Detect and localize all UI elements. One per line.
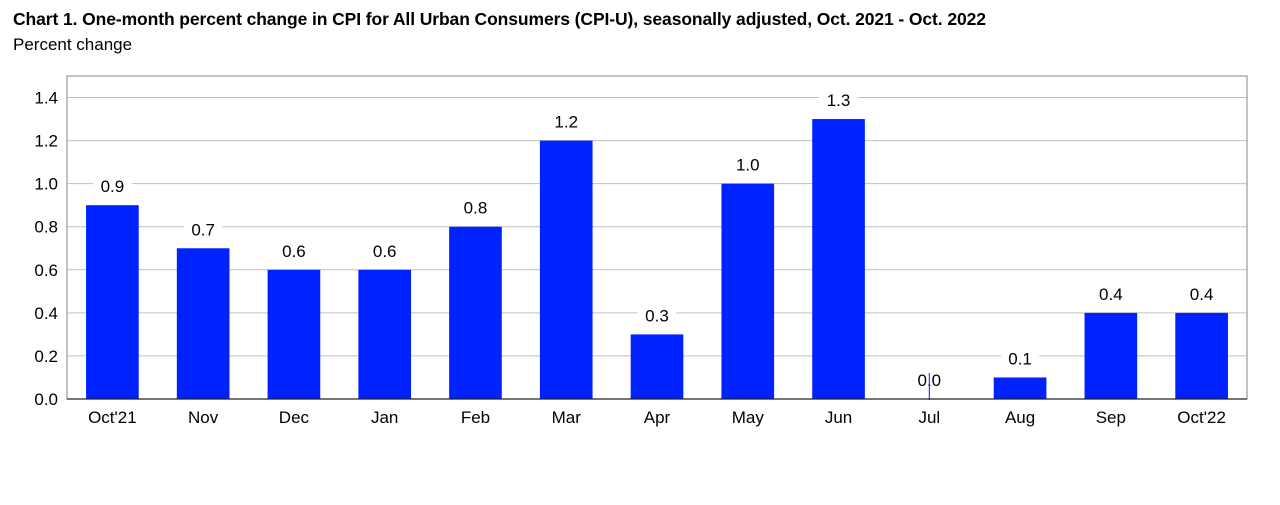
bar bbox=[358, 269, 412, 399]
bar bbox=[267, 269, 321, 399]
data-label-background bbox=[93, 178, 132, 197]
x-category-label: Feb bbox=[461, 408, 490, 427]
bar bbox=[630, 334, 684, 399]
x-category-label: Mar bbox=[552, 408, 582, 427]
bar bbox=[721, 183, 775, 399]
y-axis-ticks: 0.0 0.2 0.4 0.6 0.8 1.0 1.2 1.4 bbox=[34, 89, 58, 409]
x-category-label: Oct'22 bbox=[1177, 408, 1226, 427]
data-label-background bbox=[1000, 350, 1040, 369]
bar bbox=[1175, 312, 1228, 399]
bar bbox=[993, 377, 1047, 399]
chart-subtitle: Percent change bbox=[13, 35, 133, 54]
data-label: 1.0 bbox=[736, 156, 760, 175]
y-tick-label: 0.0 bbox=[34, 390, 58, 409]
data-label-background bbox=[1091, 285, 1131, 304]
y-tick-label: 1.0 bbox=[34, 175, 58, 194]
data-label: 0.9 bbox=[101, 177, 125, 196]
y-tick-label: 1.4 bbox=[34, 89, 58, 108]
chart-title: Chart 1. One-month percent change in CPI… bbox=[13, 9, 986, 29]
data-label: 1.3 bbox=[827, 91, 851, 110]
bars bbox=[86, 119, 1228, 400]
bar bbox=[449, 226, 502, 399]
data-label: 0.3 bbox=[645, 306, 669, 325]
x-category-label: Sep bbox=[1096, 408, 1126, 427]
data-label: 0.6 bbox=[282, 242, 306, 261]
bar bbox=[1084, 312, 1138, 399]
x-category-label: Aug bbox=[1005, 408, 1035, 427]
data-label: 0.4 bbox=[1190, 285, 1214, 304]
data-label-background bbox=[546, 113, 586, 132]
bar bbox=[86, 205, 139, 399]
data-label-background bbox=[183, 221, 223, 240]
data-label-background bbox=[1182, 285, 1221, 304]
data-label-background bbox=[365, 242, 404, 261]
x-category-label: Nov bbox=[188, 408, 219, 427]
x-category-label: Jul bbox=[918, 408, 940, 427]
y-tick-label: 1.2 bbox=[34, 132, 58, 151]
y-tick-label: 0.4 bbox=[34, 304, 58, 323]
data-label-background bbox=[819, 92, 858, 111]
y-tick-label: 0.8 bbox=[34, 218, 58, 237]
x-category-label: May bbox=[732, 408, 765, 427]
data-label-background bbox=[456, 199, 495, 218]
data-label: 0.4 bbox=[1099, 285, 1123, 304]
data-label: 0.6 bbox=[373, 242, 397, 261]
data-label-background bbox=[274, 242, 314, 261]
x-category-label: Dec bbox=[279, 408, 310, 427]
y-tick-label: 0.2 bbox=[34, 347, 58, 366]
x-category-label: Apr bbox=[644, 408, 671, 427]
bar bbox=[812, 119, 865, 400]
x-axis-categories: Oct'21 Nov Dec Jan Feb Mar Apr May Jun Jul Aug Sep O… bbox=[88, 408, 1226, 427]
data-labels: 0.90.70.6 0.60.81.20.31.01.30.00.10.4 0.4 bbox=[93, 91, 1221, 390]
bar bbox=[539, 140, 593, 399]
data-label-background bbox=[728, 156, 768, 175]
x-category-label: Oct'21 bbox=[88, 408, 137, 427]
data-label: 0.8 bbox=[464, 199, 488, 218]
x-category-label: Jun bbox=[825, 408, 852, 427]
data-label: 0.1 bbox=[1008, 349, 1032, 368]
gridlines bbox=[67, 97, 1247, 357]
data-label: 0.7 bbox=[191, 220, 215, 239]
data-label: 1.2 bbox=[554, 113, 578, 132]
bar bbox=[176, 248, 230, 399]
y-tick-label: 0.6 bbox=[34, 261, 58, 280]
x-category-label: Jan bbox=[371, 408, 398, 427]
data-label-background bbox=[637, 307, 677, 326]
